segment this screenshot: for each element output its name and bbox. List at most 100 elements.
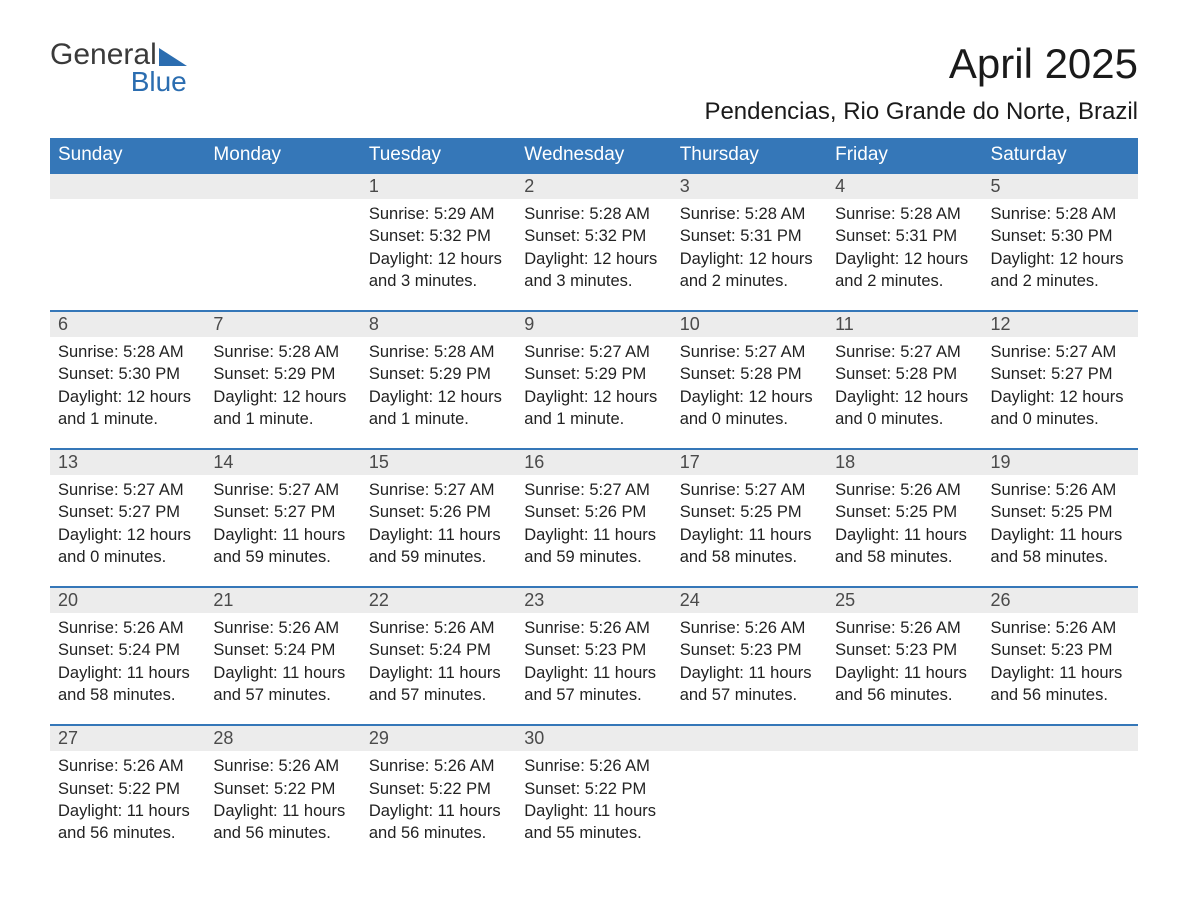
day-body-cell: [205, 199, 360, 311]
day-body-cell: Sunrise: 5:26 AMSunset: 5:23 PMDaylight:…: [672, 613, 827, 725]
daylight-line1: Daylight: 11 hours: [835, 662, 974, 684]
daylight-line1: Daylight: 12 hours: [369, 386, 508, 408]
sunset-line: Sunset: 5:26 PM: [524, 501, 663, 523]
sunrise-line: Sunrise: 5:28 AM: [58, 341, 197, 363]
daylight-line1: Daylight: 12 hours: [680, 386, 819, 408]
day-body-cell: Sunrise: 5:26 AMSunset: 5:22 PMDaylight:…: [50, 751, 205, 862]
sunset-line: Sunset: 5:25 PM: [991, 501, 1130, 523]
day-number-cell: 30: [516, 725, 671, 751]
daylight-line1: Daylight: 11 hours: [524, 800, 663, 822]
day-number-cell: 27: [50, 725, 205, 751]
sunset-line: Sunset: 5:32 PM: [369, 225, 508, 247]
sunset-line: Sunset: 5:24 PM: [213, 639, 352, 661]
day-body-cell: Sunrise: 5:27 AMSunset: 5:25 PMDaylight:…: [672, 475, 827, 587]
day-number-row: 27282930: [50, 725, 1138, 751]
daylight-line2: and 56 minutes.: [991, 684, 1130, 706]
daylight-line1: Daylight: 11 hours: [524, 524, 663, 546]
daylight-line2: and 2 minutes.: [835, 270, 974, 292]
daylight-line2: and 58 minutes.: [835, 546, 974, 568]
day-body-cell: Sunrise: 5:26 AMSunset: 5:25 PMDaylight:…: [827, 475, 982, 587]
sunset-line: Sunset: 5:23 PM: [524, 639, 663, 661]
daylight-line2: and 56 minutes.: [369, 822, 508, 844]
daylight-line2: and 2 minutes.: [680, 270, 819, 292]
sunset-line: Sunset: 5:28 PM: [835, 363, 974, 385]
sunrise-line: Sunrise: 5:28 AM: [835, 203, 974, 225]
sunset-line: Sunset: 5:29 PM: [369, 363, 508, 385]
sunrise-line: Sunrise: 5:26 AM: [58, 617, 197, 639]
daylight-line1: Daylight: 11 hours: [991, 524, 1130, 546]
sunrise-line: Sunrise: 5:26 AM: [213, 755, 352, 777]
day-body-cell: Sunrise: 5:28 AMSunset: 5:30 PMDaylight:…: [983, 199, 1138, 311]
sunrise-line: Sunrise: 5:27 AM: [369, 479, 508, 501]
sunset-line: Sunset: 5:22 PM: [213, 778, 352, 800]
sunrise-line: Sunrise: 5:26 AM: [991, 617, 1130, 639]
daylight-line1: Daylight: 11 hours: [58, 662, 197, 684]
daylight-line1: Daylight: 12 hours: [680, 248, 819, 270]
sunrise-line: Sunrise: 5:27 AM: [680, 341, 819, 363]
day-number-cell: 17: [672, 449, 827, 475]
sunrise-line: Sunrise: 5:26 AM: [680, 617, 819, 639]
sunset-line: Sunset: 5:23 PM: [680, 639, 819, 661]
daylight-line1: Daylight: 11 hours: [369, 800, 508, 822]
day-body-cell: Sunrise: 5:28 AMSunset: 5:30 PMDaylight:…: [50, 337, 205, 449]
daylight-line2: and 59 minutes.: [369, 546, 508, 568]
daylight-line2: and 58 minutes.: [680, 546, 819, 568]
daylight-line2: and 58 minutes.: [58, 684, 197, 706]
day-body-cell: [672, 751, 827, 862]
day-body-cell: Sunrise: 5:26 AMSunset: 5:24 PMDaylight:…: [361, 613, 516, 725]
day-body-cell: Sunrise: 5:27 AMSunset: 5:26 PMDaylight:…: [516, 475, 671, 587]
daylight-line1: Daylight: 12 hours: [524, 248, 663, 270]
sunset-line: Sunset: 5:31 PM: [680, 225, 819, 247]
day-body-cell: Sunrise: 5:27 AMSunset: 5:27 PMDaylight:…: [205, 475, 360, 587]
logo-triangle-icon: [159, 48, 187, 66]
weekday-header: Friday: [827, 138, 982, 173]
day-number-row: 6789101112: [50, 311, 1138, 337]
day-body-cell: Sunrise: 5:28 AMSunset: 5:31 PMDaylight:…: [672, 199, 827, 311]
day-body-row: Sunrise: 5:29 AMSunset: 5:32 PMDaylight:…: [50, 199, 1138, 311]
day-number-row: 20212223242526: [50, 587, 1138, 613]
day-number-cell: 8: [361, 311, 516, 337]
daylight-line1: Daylight: 12 hours: [991, 386, 1130, 408]
day-number-cell: 7: [205, 311, 360, 337]
sunrise-line: Sunrise: 5:27 AM: [991, 341, 1130, 363]
daylight-line2: and 1 minute.: [369, 408, 508, 430]
daylight-line2: and 56 minutes.: [835, 684, 974, 706]
day-number-cell: 19: [983, 449, 1138, 475]
day-body-cell: Sunrise: 5:27 AMSunset: 5:28 PMDaylight:…: [827, 337, 982, 449]
sunset-line: Sunset: 5:24 PM: [58, 639, 197, 661]
daylight-line2: and 0 minutes.: [58, 546, 197, 568]
day-number-cell: 20: [50, 587, 205, 613]
sunrise-line: Sunrise: 5:26 AM: [991, 479, 1130, 501]
day-number-cell: 16: [516, 449, 671, 475]
day-body-cell: Sunrise: 5:27 AMSunset: 5:29 PMDaylight:…: [516, 337, 671, 449]
sunrise-line: Sunrise: 5:27 AM: [58, 479, 197, 501]
day-body-cell: [50, 199, 205, 311]
day-number-cell: 2: [516, 173, 671, 199]
daylight-line1: Daylight: 11 hours: [680, 662, 819, 684]
weekday-header: Sunday: [50, 138, 205, 173]
daylight-line2: and 0 minutes.: [835, 408, 974, 430]
daylight-line2: and 56 minutes.: [213, 822, 352, 844]
day-body-row: Sunrise: 5:26 AMSunset: 5:24 PMDaylight:…: [50, 613, 1138, 725]
sunset-line: Sunset: 5:22 PM: [58, 778, 197, 800]
weekday-header: Wednesday: [516, 138, 671, 173]
sunrise-line: Sunrise: 5:26 AM: [524, 617, 663, 639]
calendar-table: SundayMondayTuesdayWednesdayThursdayFrid…: [50, 138, 1138, 862]
daylight-line2: and 1 minute.: [58, 408, 197, 430]
day-number-cell: 25: [827, 587, 982, 613]
sunset-line: Sunset: 5:29 PM: [524, 363, 663, 385]
daylight-line1: Daylight: 11 hours: [524, 662, 663, 684]
daylight-line1: Daylight: 11 hours: [58, 800, 197, 822]
daylight-line2: and 58 minutes.: [991, 546, 1130, 568]
day-number-cell: 29: [361, 725, 516, 751]
daylight-line1: Daylight: 12 hours: [58, 524, 197, 546]
header: General Blue April 2025 Pendencias, Rio …: [50, 40, 1138, 126]
sunrise-line: Sunrise: 5:27 AM: [213, 479, 352, 501]
day-body-cell: Sunrise: 5:26 AMSunset: 5:22 PMDaylight:…: [361, 751, 516, 862]
daylight-line1: Daylight: 12 hours: [835, 386, 974, 408]
day-number-cell: 10: [672, 311, 827, 337]
daylight-line1: Daylight: 11 hours: [991, 662, 1130, 684]
day-body-row: Sunrise: 5:27 AMSunset: 5:27 PMDaylight:…: [50, 475, 1138, 587]
calendar-head: SundayMondayTuesdayWednesdayThursdayFrid…: [50, 138, 1138, 173]
title-block: April 2025 Pendencias, Rio Grande do Nor…: [704, 40, 1138, 126]
